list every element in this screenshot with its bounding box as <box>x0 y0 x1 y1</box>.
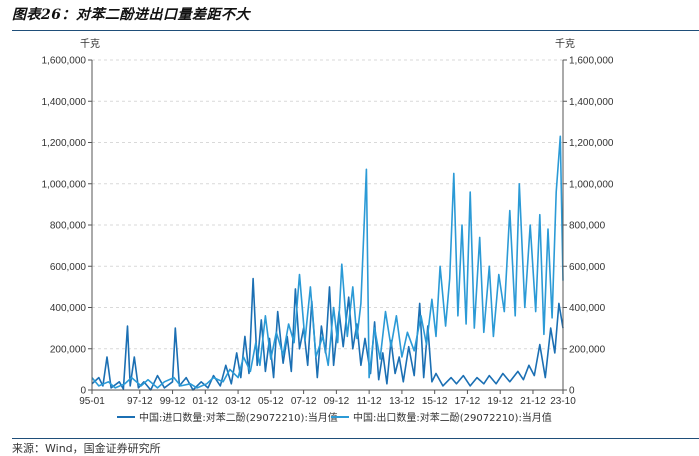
source-note: 来源：Wind，国金证券研究所 <box>12 442 161 455</box>
x-tick-label: 03-12 <box>225 396 251 407</box>
series-lines <box>91 135 564 391</box>
y-tick-label-left: 400,000 <box>50 303 87 314</box>
x-tick-label: 97-12 <box>127 396 153 407</box>
y-tick-label-left: 200,000 <box>50 344 87 355</box>
y-tick-label-left: 0 <box>80 386 86 397</box>
x-tick-label: 11-12 <box>357 396 382 407</box>
x-tick-label: 95-01 <box>79 396 105 407</box>
x-tick-label: 13-12 <box>389 396 415 407</box>
right-unit-label: 千克 <box>555 38 575 50</box>
y-tick-label-left: 1,200,000 <box>42 138 87 149</box>
figure-title: 图表26：对苯二酚进出口量差距不大 <box>12 7 250 23</box>
y-tick-label-left: 800,000 <box>50 221 87 232</box>
y-tick-label-right: 200,000 <box>569 344 606 355</box>
grid-lines <box>92 59 563 350</box>
y-tick-label-left: 1,600,000 <box>42 56 87 67</box>
left-unit-label: 千克 <box>80 38 100 50</box>
legend-label-2: 中国:出口数量:对苯二酚(29072210):当月值 <box>353 411 552 424</box>
y-tick-label-right: 1,600,000 <box>569 56 614 67</box>
x-tick-label: 09-12 <box>324 396 350 407</box>
x-tick-label: 17-12 <box>455 396 481 407</box>
x-tick-label: 05-12 <box>258 396 284 407</box>
title-rule <box>12 30 699 31</box>
legend-label-1: 中国:进口数量:对苯二酚(29072210):当月值 <box>139 411 338 424</box>
y-tick-label-right: 1,000,000 <box>569 179 614 190</box>
legend: 中国:进口数量:对苯二酚(29072210):当月值 中国:出口数量:对苯二酚(2… <box>117 411 552 424</box>
y-tick-label-right: 400,000 <box>569 303 606 314</box>
x-tick-label: 19-12 <box>487 396 513 407</box>
x-tick-label: 15-12 <box>422 396 448 407</box>
y-tick-label-right: 1,400,000 <box>569 97 614 108</box>
x-tick-label: 01-12 <box>193 396 219 407</box>
y-tick-label-right: 800,000 <box>569 221 606 232</box>
series-line-1 <box>91 277 564 391</box>
axes: 0 0 200,000 200,000 400,000 400,000 600,000 600… <box>42 56 614 408</box>
x-tick-label: 99-12 <box>160 396 186 407</box>
y-tick-label-left: 1,400,000 <box>42 97 87 108</box>
y-tick-label-right: 600,000 <box>569 262 606 273</box>
x-tick-label: 07-12 <box>291 396 317 407</box>
y-tick-label-right: 1,200,000 <box>569 138 614 149</box>
bottom-rule <box>12 438 699 439</box>
series-line-2 <box>91 135 564 389</box>
y-tick-label-left: 600,000 <box>50 262 87 273</box>
x-tick-label: 23-10 <box>550 396 576 407</box>
y-tick-label-right: 0 <box>569 386 575 397</box>
y-tick-label-left: 1,000,000 <box>42 179 87 190</box>
x-tick-label: 21-12 <box>520 396 546 407</box>
